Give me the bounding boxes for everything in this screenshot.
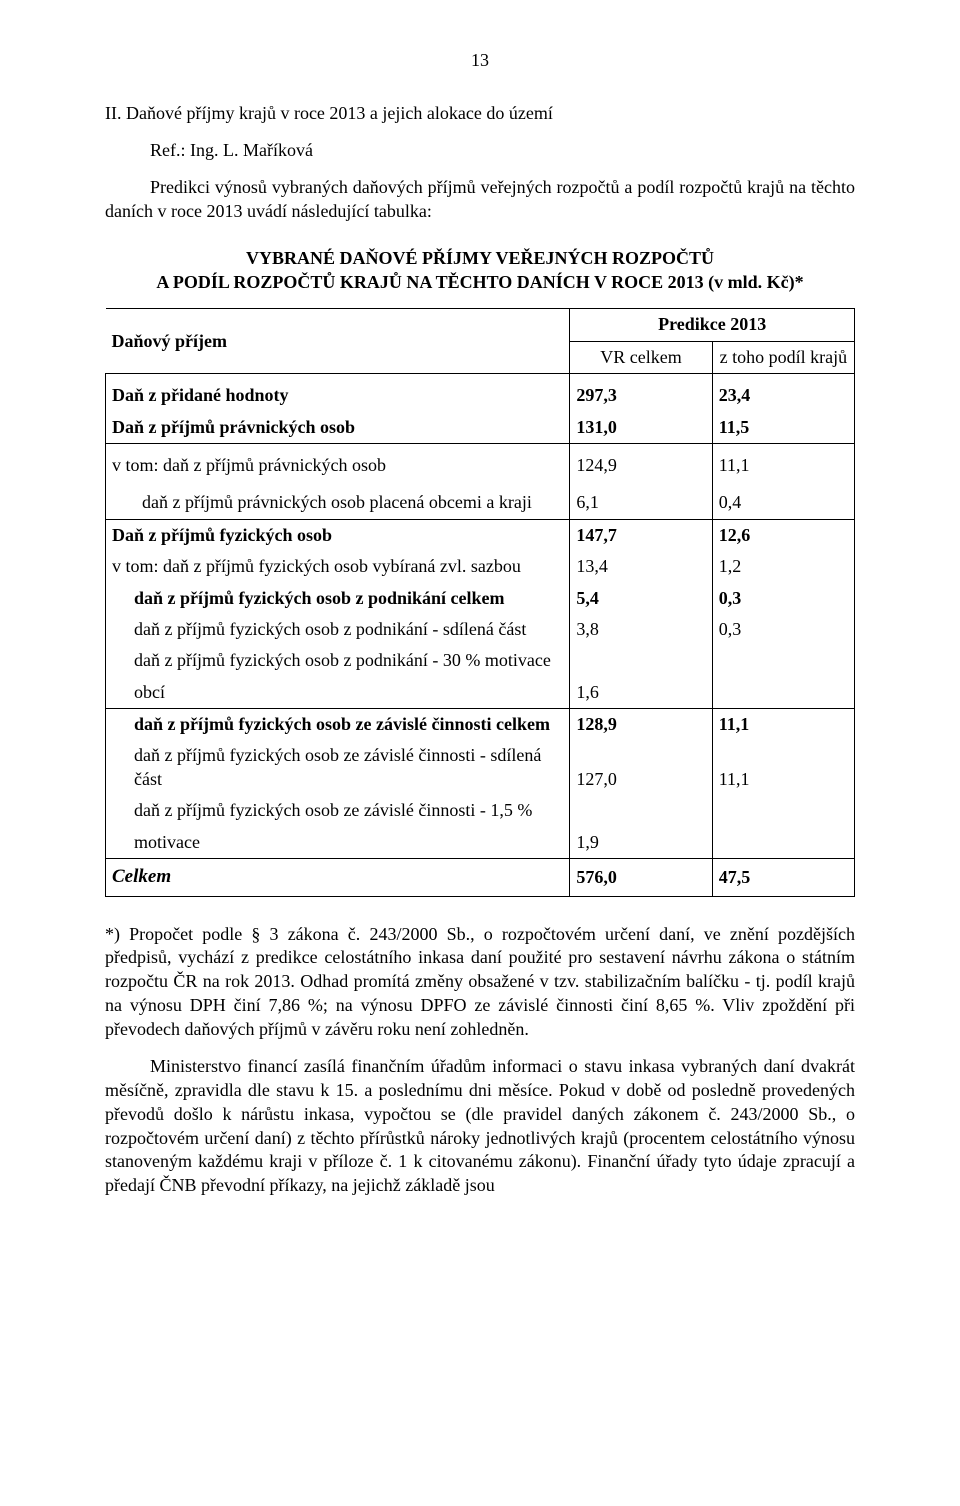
footnote: *) Propočet podle § 3 zákona č. 243/2000…: [105, 923, 855, 1042]
table-row: daň z příjmů fyzických osob ze závislé č…: [106, 709, 855, 741]
cell-label: obcí: [106, 677, 570, 709]
hdr-col1: VR celkem: [570, 341, 712, 373]
cell-v1: 124,9: [570, 450, 712, 481]
cell-v1: 3,8: [570, 614, 712, 645]
cell-label: daň z příjmů fyzických osob z podnikání …: [106, 583, 570, 614]
cell-v1: 5,4: [570, 583, 712, 614]
cell-v2: [712, 645, 854, 676]
cell-label: daň z příjmů fyzických osob z podnikání …: [106, 645, 570, 676]
cell-v2: 1,2: [712, 551, 854, 582]
page-number: 13: [105, 50, 855, 71]
cell-v2: 0,3: [712, 614, 854, 645]
section-title: II. Daňové příjmy krajů v roce 2013 a je…: [105, 101, 855, 126]
cell-v1: 1,6: [570, 677, 712, 709]
cell-v1: 297,3: [570, 380, 712, 411]
cell-label: v tom: daň z příjmů právnických osob: [106, 450, 570, 481]
cell-v1: [570, 645, 712, 676]
table-row: Daň z příjmů fyzických osob 147,7 12,6: [106, 519, 855, 551]
table-title-line1: VYBRANÉ DAŇOVÉ PŘÍJMY VEŘEJNÝCH ROZPOČTŮ: [246, 248, 714, 268]
table-row: daň z příjmů fyzických osob z podnikání …: [106, 583, 855, 614]
cell-v2-total: 47,5: [712, 859, 854, 897]
table-row: Daň z příjmů právnických osob 131,0 11,5: [106, 412, 855, 444]
cell-label: daň z příjmů právnických osob placená ob…: [106, 487, 570, 519]
cell-label: motivace: [106, 827, 570, 859]
table-header-row1: Daňový příjem Predikce 2013: [106, 309, 855, 341]
hdr-predikce: Predikce 2013: [570, 309, 855, 341]
cell-v1: [570, 795, 712, 826]
cell-v2: 0,4: [712, 487, 854, 519]
cell-label: Daň z přidané hodnoty: [106, 380, 570, 411]
cell-v1: 13,4: [570, 551, 712, 582]
cell-label-total: Celkem: [106, 859, 570, 897]
table-total-row: Celkem 576,0 47,5: [106, 859, 855, 897]
cell-label: daň z příjmů fyzických osob ze závislé č…: [106, 740, 570, 795]
cell-label: daň z příjmů fyzických osob ze závislé č…: [106, 709, 570, 741]
cell-v1: 127,0: [570, 740, 712, 795]
cell-label: Daň z příjmů fyzických osob: [106, 519, 570, 551]
cell-label: v tom: daň z příjmů fyzických osob vybír…: [106, 551, 570, 582]
cell-v2: 12,6: [712, 519, 854, 551]
hdr-col2: z toho podíl krajů: [712, 341, 854, 373]
table-row: obcí 1,6: [106, 677, 855, 709]
cell-v2: [712, 795, 854, 826]
paragraph-2: Ministerstvo financí zasílá finančním úř…: [105, 1055, 855, 1198]
cell-v2: [712, 827, 854, 859]
cell-label: daň z příjmů fyzických osob ze závislé č…: [106, 795, 570, 826]
table-row: motivace 1,9: [106, 827, 855, 859]
intro-paragraph: Predikci výnosů vybraných daňových příjm…: [105, 175, 855, 224]
cell-v1-total: 576,0: [570, 859, 712, 897]
cell-v2: 11,5: [712, 412, 854, 444]
cell-v2: 23,4: [712, 380, 854, 411]
cell-v1: 6,1: [570, 487, 712, 519]
table-title-line2: A PODÍL ROZPOČTŮ KRAJŮ NA TĚCHTO DANÍCH …: [156, 272, 803, 292]
cell-v2: 11,1: [712, 450, 854, 481]
hdr-row-label: Daňový příjem: [106, 309, 570, 374]
table-row: v tom: daň z příjmů fyzických osob vybír…: [106, 551, 855, 582]
table-title: VYBRANÉ DAŇOVÉ PŘÍJMY VEŘEJNÝCH ROZPOČTŮ…: [105, 246, 855, 295]
author-ref: Ref.: Ing. L. Maříková: [105, 140, 855, 161]
cell-label: Daň z příjmů právnických osob: [106, 412, 570, 444]
table-row: daň z příjmů fyzických osob z podnikání …: [106, 645, 855, 676]
cell-v1: 128,9: [570, 709, 712, 741]
cell-v2: 11,1: [712, 740, 854, 795]
table-row: Daň z přidané hodnoty 297,3 23,4: [106, 380, 855, 411]
cell-v1: 1,9: [570, 827, 712, 859]
table-row: v tom: daň z příjmů právnických osob 124…: [106, 450, 855, 481]
cell-v2: 11,1: [712, 709, 854, 741]
cell-v2: 0,3: [712, 583, 854, 614]
tax-table: Daňový příjem Predikce 2013 VR celkem z …: [105, 308, 855, 896]
table-row: daň z příjmů právnických osob placená ob…: [106, 487, 855, 519]
cell-v1: 147,7: [570, 519, 712, 551]
cell-label: daň z příjmů fyzických osob z podnikání …: [106, 614, 570, 645]
cell-v2: [712, 677, 854, 709]
cell-v1: 131,0: [570, 412, 712, 444]
table-row: daň z příjmů fyzických osob z podnikání …: [106, 614, 855, 645]
table-row: daň z příjmů fyzických osob ze závislé č…: [106, 740, 855, 795]
table-row: daň z příjmů fyzických osob ze závislé č…: [106, 795, 855, 826]
